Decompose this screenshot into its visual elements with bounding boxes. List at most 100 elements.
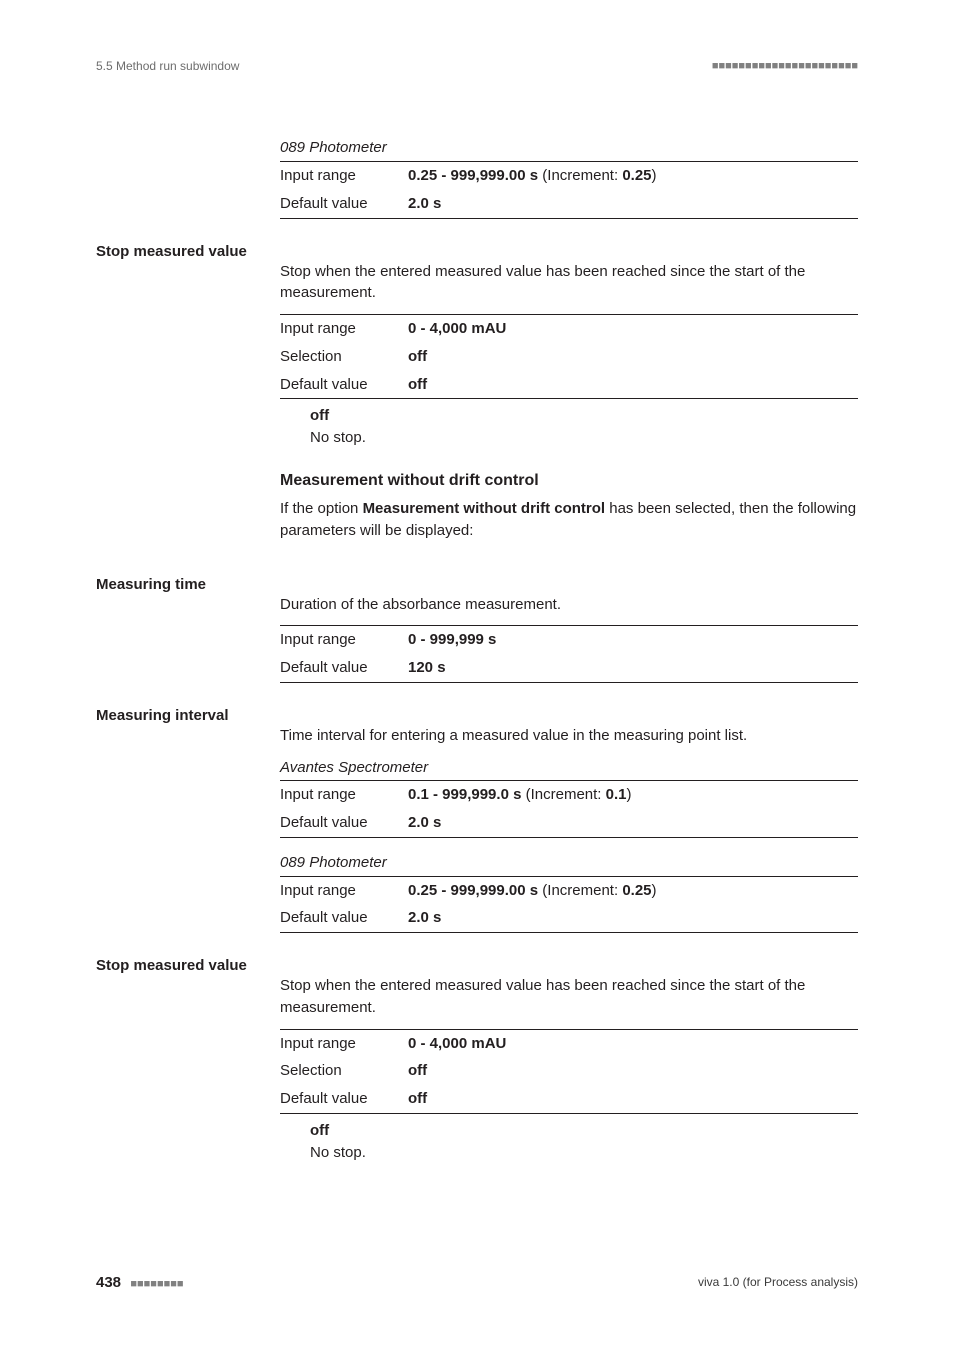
running-head: 5.5 Method run subwindow ■■■■■■■■■■■■■■■… [96, 58, 858, 75]
table-row: Input range 0 - 4,000 mAU [280, 315, 858, 343]
spec-value: 0.25 - 999,999.00 s (Increment: 0.25) [408, 162, 858, 190]
spec-key: Input range [280, 162, 408, 190]
term-definition: No stop. [310, 1142, 858, 1164]
footer-squares: ■■■■■■■■ [130, 1278, 183, 1290]
table-row: Input range 0 - 999,999 s [280, 626, 858, 654]
rule [280, 218, 858, 219]
spec-table: Input range 0 - 4,000 mAU Selection off … [280, 315, 858, 398]
spec-value: off [408, 371, 858, 399]
value-text: (Increment: [538, 882, 622, 899]
spec-table: Input range 0 - 999,999 s Default value … [280, 626, 858, 682]
spec-key: Default value [280, 654, 408, 682]
term-definition: No stop. [310, 427, 858, 449]
spec-key: Input range [280, 877, 408, 905]
value-bold: 0.25 - 999,999.00 s [408, 167, 538, 184]
term-def: off No stop. [310, 1120, 858, 1164]
value-text: ) [652, 882, 657, 899]
rule [280, 837, 858, 838]
device-name: 089 Photometer [280, 137, 858, 159]
rule [280, 398, 858, 399]
spec-key: Default value [280, 904, 408, 932]
value-text: (Increment: [521, 786, 605, 803]
spec-table: Input range 0 - 4,000 mAU Selection off … [280, 1030, 858, 1113]
footer-left: 438 ■■■■■■■■ [96, 1272, 184, 1294]
param-label: Measuring time [96, 574, 280, 596]
table-row: Default value 2.0 s [280, 904, 858, 932]
term-name: off [310, 1120, 858, 1142]
desc-bold: Measurement without drift control [363, 500, 606, 517]
page-content: 5.5 Method run subwindow ■■■■■■■■■■■■■■■… [0, 0, 954, 1163]
table-row: Input range 0.25 - 999,999.00 s (Increme… [280, 162, 858, 190]
spec-table: Input range 0.25 - 999,999.00 s (Increme… [280, 162, 858, 218]
spec-value: off [408, 1085, 858, 1113]
spec-value: 0 - 4,000 mAU [408, 315, 858, 343]
value-text: (Increment: [538, 167, 622, 184]
device-name: 089 Photometer [280, 852, 858, 874]
spec-value: 0 - 4,000 mAU [408, 1030, 858, 1058]
page-number: 438 [96, 1274, 121, 1291]
table-row: Input range 0.25 - 999,999.00 s (Increme… [280, 877, 858, 905]
table-row: Default value 120 s [280, 654, 858, 682]
spec-value: 0.1 - 999,999.0 s (Increment: 0.1) [408, 781, 858, 809]
mwdc-description: If the option Measurement without drift … [280, 498, 858, 542]
param-label: Measuring interval [96, 705, 280, 727]
spec-value: off [408, 1057, 858, 1085]
desc-text: If the option [280, 500, 363, 517]
spec-key: Input range [280, 781, 408, 809]
value-bold: 0.1 - 999,999.0 s [408, 786, 521, 803]
param-label: Stop measured value [96, 241, 280, 263]
rule [280, 932, 858, 933]
running-head-left: 5.5 Method run subwindow [96, 58, 239, 75]
spec-key: Default value [280, 1085, 408, 1113]
block-photometer-top: 089 Photometer Input range 0.25 - 999,99… [96, 135, 858, 218]
param-description: Duration of the absorbance measurement. [280, 594, 858, 616]
block-stop-1: Stop measured value Stop when the entere… [96, 241, 858, 552]
spec-value: 2.0 s [408, 904, 858, 932]
param-description: Time interval for entering a measured va… [280, 725, 858, 747]
value-text: ) [652, 167, 657, 184]
term-name: off [310, 405, 858, 427]
value-bold: 0.1 [606, 786, 627, 803]
spec-key: Input range [280, 1030, 408, 1058]
table-row: Default value 2.0 s [280, 809, 858, 837]
spec-key: Selection [280, 343, 408, 371]
subheading: Measurement without drift control [280, 469, 858, 492]
spec-key: Selection [280, 1057, 408, 1085]
footer-right: viva 1.0 (for Process analysis) [698, 1274, 858, 1291]
spec-value: 2.0 s [408, 190, 858, 218]
spec-value: off [408, 343, 858, 371]
spec-table: Input range 0.1 - 999,999.0 s (Increment… [280, 781, 858, 837]
block-measuring-time: Measuring time Duration of the absorbanc… [96, 574, 858, 683]
table-row: Default value off [280, 1085, 858, 1113]
param-description: Stop when the entered measured value has… [280, 975, 858, 1019]
value-bold: 0.25 - 999,999.00 s [408, 882, 538, 899]
spec-value: 2.0 s [408, 809, 858, 837]
param-description: Stop when the entered measured value has… [280, 261, 858, 305]
block-measuring-interval: Measuring interval Time interval for ent… [96, 705, 858, 933]
table-row: Default value off [280, 371, 858, 399]
spec-table: Input range 0.25 - 999,999.00 s (Increme… [280, 877, 858, 933]
value-bold: 0.25 [622, 882, 651, 899]
table-row: Selection off [280, 343, 858, 371]
value-text: ) [627, 786, 632, 803]
device-name: Avantes Spectrometer [280, 757, 858, 779]
spec-value: 0 - 999,999 s [408, 626, 858, 654]
spec-key: Input range [280, 315, 408, 343]
spec-value: 0.25 - 999,999.00 s (Increment: 0.25) [408, 877, 858, 905]
table-row: Selection off [280, 1057, 858, 1085]
spec-key: Default value [280, 190, 408, 218]
spec-key: Input range [280, 626, 408, 654]
rule [280, 1113, 858, 1114]
table-row: Default value 2.0 s [280, 190, 858, 218]
param-label: Stop measured value [96, 955, 280, 977]
spec-key: Default value [280, 809, 408, 837]
spec-value: 120 s [408, 654, 858, 682]
table-row: Input range 0.1 - 999,999.0 s (Increment… [280, 781, 858, 809]
page-footer: 438 ■■■■■■■■ viva 1.0 (for Process analy… [96, 1272, 858, 1294]
running-head-squares: ■■■■■■■■■■■■■■■■■■■■■■ [712, 59, 858, 75]
value-bold: 0.25 [622, 167, 651, 184]
table-row: Input range 0 - 4,000 mAU [280, 1030, 858, 1058]
spec-key: Default value [280, 371, 408, 399]
block-stop-2: Stop measured value Stop when the entere… [96, 955, 858, 1163]
rule [280, 682, 858, 683]
